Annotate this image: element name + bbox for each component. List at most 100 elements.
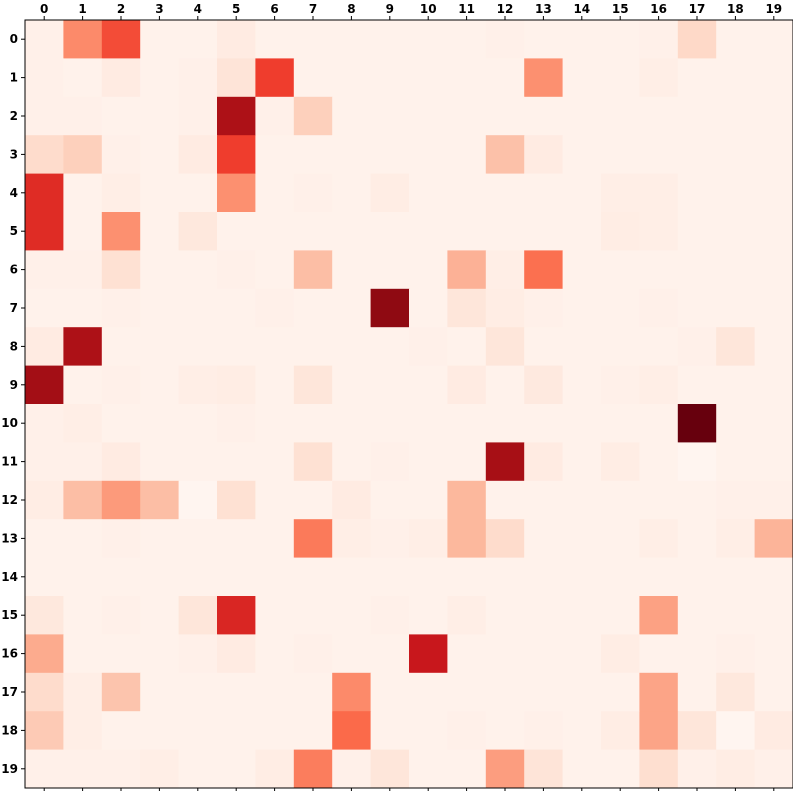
heatmap-cell-r7-c4 bbox=[178, 288, 218, 328]
heatmap-cell-r9-c4 bbox=[178, 365, 218, 405]
heatmap-cell-r8-c2 bbox=[101, 327, 141, 367]
heatmap-cell-r3-c0 bbox=[25, 135, 64, 175]
heatmap-cell-r19-c12 bbox=[485, 749, 525, 789]
heatmap-cell-r18-c12 bbox=[485, 711, 525, 751]
heatmap-cell-r15-c5 bbox=[217, 596, 256, 635]
heatmap-cell-r3-c2 bbox=[101, 135, 141, 175]
heatmap-cell-r2-c1 bbox=[63, 96, 103, 136]
heatmap-cell-r10-c15 bbox=[601, 404, 640, 443]
heatmap-cell-r13-c12 bbox=[485, 519, 525, 559]
heatmap-cell-r15-c7 bbox=[293, 596, 333, 635]
heatmap-cell-r14-c4 bbox=[178, 557, 218, 597]
heatmap-cell-r4-c1 bbox=[63, 173, 103, 213]
heatmap-cell-r16-c16 bbox=[639, 634, 679, 674]
heatmap-cell-r16-c8 bbox=[332, 634, 372, 674]
heatmap-cell-r13-c13 bbox=[524, 519, 564, 559]
heatmap-cell-r16-c15 bbox=[601, 634, 640, 674]
x-tick-label-10: 10 bbox=[420, 2, 437, 16]
heatmap-cell-r14-c7 bbox=[293, 557, 333, 597]
heatmap-cell-r4-c13 bbox=[524, 173, 564, 213]
heatmap-cell-r14-c2 bbox=[101, 557, 141, 597]
heatmap-cell-r14-c10 bbox=[409, 557, 448, 597]
x-tick-label-14: 14 bbox=[573, 2, 590, 16]
heatmap-cell-r15-c9 bbox=[370, 596, 410, 635]
heatmap-cell-r6-c15 bbox=[601, 250, 640, 290]
heatmap-cell-r7-c18 bbox=[716, 288, 756, 328]
heatmap-cell-r5-c16 bbox=[639, 212, 679, 251]
heatmap-cell-r11-c10 bbox=[409, 442, 448, 482]
x-tick-label-8: 8 bbox=[347, 2, 355, 16]
heatmap-cell-r2-c13 bbox=[524, 96, 564, 136]
heatmap-cell-r9-c12 bbox=[485, 365, 525, 405]
heatmap-cell-r3-c14 bbox=[562, 135, 602, 175]
heatmap-cell-r7-c8 bbox=[332, 288, 372, 328]
heatmap-cell-r9-c2 bbox=[101, 365, 141, 405]
heatmap-cell-r5-c0 bbox=[25, 212, 64, 251]
heatmap-cell-r8-c0 bbox=[25, 327, 64, 367]
heatmap-cell-r17-c15 bbox=[601, 672, 640, 712]
heatmap-cell-r11-c15 bbox=[601, 442, 640, 482]
y-tick-label-0: 0 bbox=[10, 32, 18, 46]
heatmap-cell-r1-c5 bbox=[217, 58, 256, 98]
heatmap-cell-r1-c6 bbox=[255, 58, 295, 98]
heatmap-cell-r7-c1 bbox=[63, 288, 103, 328]
heatmap-cell-r1-c9 bbox=[370, 58, 410, 98]
heatmap-cell-r2-c15 bbox=[601, 96, 640, 136]
heatmap-cell-r17-c10 bbox=[409, 672, 448, 712]
heatmap-cell-r14-c18 bbox=[716, 557, 756, 597]
heatmap-cell-r10-c0 bbox=[25, 404, 64, 443]
heatmap-cell-r14-c19 bbox=[754, 557, 793, 597]
heatmap-cell-r15-c18 bbox=[716, 596, 756, 635]
heatmap-cell-r12-c15 bbox=[601, 480, 640, 520]
heatmap-cell-r0-c1 bbox=[63, 20, 103, 59]
heatmap-cell-r13-c10 bbox=[409, 519, 448, 559]
plot-frame bbox=[24, 19, 793, 789]
heatmap-cell-r8-c9 bbox=[370, 327, 410, 367]
heatmap-cell-r1-c16 bbox=[639, 58, 679, 98]
y-tick-label-3: 3 bbox=[10, 147, 18, 161]
heatmap-cell-r2-c19 bbox=[754, 96, 793, 136]
heatmap-cell-r12-c2 bbox=[101, 480, 141, 520]
heatmap-cell-r11-c16 bbox=[639, 442, 679, 482]
heatmap-cell-r13-c14 bbox=[562, 519, 602, 559]
heatmap-cell-r19-c1 bbox=[63, 749, 103, 789]
heatmap-cell-r3-c9 bbox=[370, 135, 410, 175]
heatmap-cell-r11-c8 bbox=[332, 442, 372, 482]
heatmap-cell-r12-c12 bbox=[485, 480, 525, 520]
x-tick-label-15: 15 bbox=[612, 2, 629, 16]
heatmap-cell-r0-c3 bbox=[140, 20, 180, 59]
heatmap-cell-r19-c14 bbox=[562, 749, 602, 789]
x-tick-label-3: 3 bbox=[155, 2, 163, 16]
heatmap-cell-r11-c13 bbox=[524, 442, 564, 482]
heatmap-cell-r14-c9 bbox=[370, 557, 410, 597]
heatmap-cell-r6-c8 bbox=[332, 250, 372, 290]
heatmap-cell-r6-c18 bbox=[716, 250, 756, 290]
heatmap-cell-r13-c1 bbox=[63, 519, 103, 559]
y-tick-label-2: 2 bbox=[10, 109, 18, 123]
heatmap-cell-r14-c14 bbox=[562, 557, 602, 597]
heatmap-cell-r4-c8 bbox=[332, 173, 372, 213]
heatmap-cell-r9-c19 bbox=[754, 365, 793, 405]
heatmap-cell-r19-c7 bbox=[293, 749, 333, 789]
heatmap-cell-r17-c19 bbox=[754, 672, 793, 712]
heatmap-cell-r4-c7 bbox=[293, 173, 333, 213]
heatmap-cell-r8-c6 bbox=[255, 327, 295, 367]
heatmap-cell-r3-c19 bbox=[754, 135, 793, 175]
heatmap-cell-r11-c5 bbox=[217, 442, 256, 482]
heatmap-cell-r15-c12 bbox=[485, 596, 525, 635]
heatmap-cell-r1-c10 bbox=[409, 58, 448, 98]
heatmap-cell-r5-c1 bbox=[63, 212, 103, 251]
heatmap-cell-r15-c16 bbox=[639, 596, 679, 635]
heatmap-cell-r19-c16 bbox=[639, 749, 679, 789]
heatmap-cell-r19-c2 bbox=[101, 749, 141, 789]
heatmap-cell-r13-c19 bbox=[754, 519, 793, 559]
heatmap-cell-r10-c7 bbox=[293, 404, 333, 443]
heatmap-cell-r9-c7 bbox=[293, 365, 333, 405]
heatmap-cell-r1-c0 bbox=[25, 58, 64, 98]
heatmap-cell-r15-c3 bbox=[140, 596, 180, 635]
heatmap-cell-r0-c12 bbox=[485, 20, 525, 59]
heatmap-cell-r14-c16 bbox=[639, 557, 679, 597]
heatmap-cell-r17-c6 bbox=[255, 672, 295, 712]
